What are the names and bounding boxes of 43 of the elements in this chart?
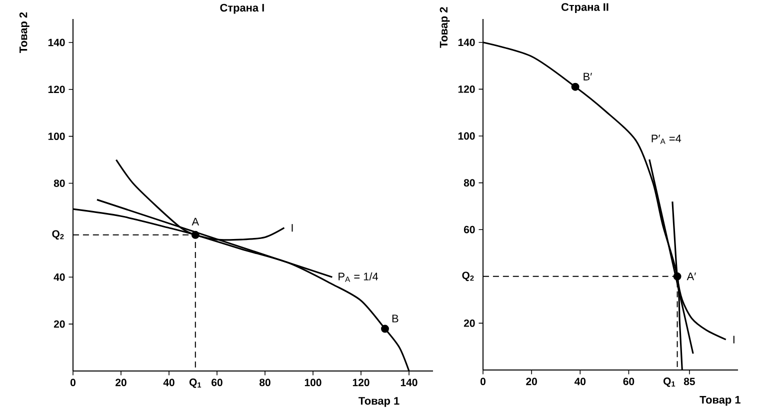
x-tick-label: 20 bbox=[116, 378, 126, 386]
y-tick-label: 20 bbox=[464, 320, 475, 327]
annotation: P$_{A}$ = 1/4 bbox=[338, 272, 378, 282]
y-axis-title: Товар 2 bbox=[440, 7, 450, 48]
chart-title: Страна II bbox=[562, 3, 608, 14]
x-tick-label: 0 bbox=[480, 378, 486, 386]
x-tick-label: 120 bbox=[352, 378, 370, 386]
chart-title: Страна I bbox=[220, 4, 264, 14]
annotation: Q$_{1}$ bbox=[189, 378, 202, 388]
x-tick-label: 80 bbox=[260, 378, 270, 386]
annotation: Q$_{2}$ bbox=[462, 272, 474, 282]
x-axis-title: Товар 1 bbox=[700, 396, 740, 406]
x-tick-label: 20 bbox=[526, 378, 537, 386]
x-tick-label: 60 bbox=[623, 378, 634, 386]
y-tick-label: 100 bbox=[48, 132, 65, 140]
x-axis-title: Товар 1 bbox=[358, 397, 400, 407]
y-tick-label: 120 bbox=[48, 86, 65, 94]
x-tick-label: 0 bbox=[70, 378, 76, 386]
x-tick-label: 40 bbox=[574, 378, 586, 386]
y-tick-label: 60 bbox=[464, 226, 475, 234]
y-tick-label: 120 bbox=[458, 86, 475, 93]
y-tick-label: 100 bbox=[458, 132, 475, 140]
y-tick-label: 80 bbox=[464, 179, 475, 187]
annotation: I bbox=[292, 224, 293, 232]
annotation: Q$_{1}$ bbox=[663, 378, 676, 387]
y-tick-label: 140 bbox=[458, 38, 475, 46]
annotation: I bbox=[733, 336, 734, 344]
x-tick-label: 40 bbox=[163, 378, 174, 386]
y-tick-label: 40 bbox=[54, 273, 65, 281]
y-axis-title: Товар 2 bbox=[19, 12, 30, 54]
x-tick-label: 140 bbox=[400, 378, 418, 386]
annotation: P′$_{A}$ =4 bbox=[652, 134, 682, 144]
annotation: B bbox=[392, 314, 398, 322]
annotation: A′ bbox=[686, 272, 696, 280]
annotation: Q$_{2}$ bbox=[52, 230, 64, 240]
annotation: B′ bbox=[584, 72, 592, 80]
annotation: A bbox=[192, 218, 200, 226]
x-tick-label: 85 bbox=[684, 378, 695, 386]
x-tick-label: 60 bbox=[212, 378, 222, 386]
y-tick-label: 80 bbox=[54, 180, 65, 187]
y-tick-label: 140 bbox=[48, 38, 65, 46]
y-tick-label: 20 bbox=[54, 320, 65, 328]
x-tick-label: 100 bbox=[304, 378, 322, 386]
